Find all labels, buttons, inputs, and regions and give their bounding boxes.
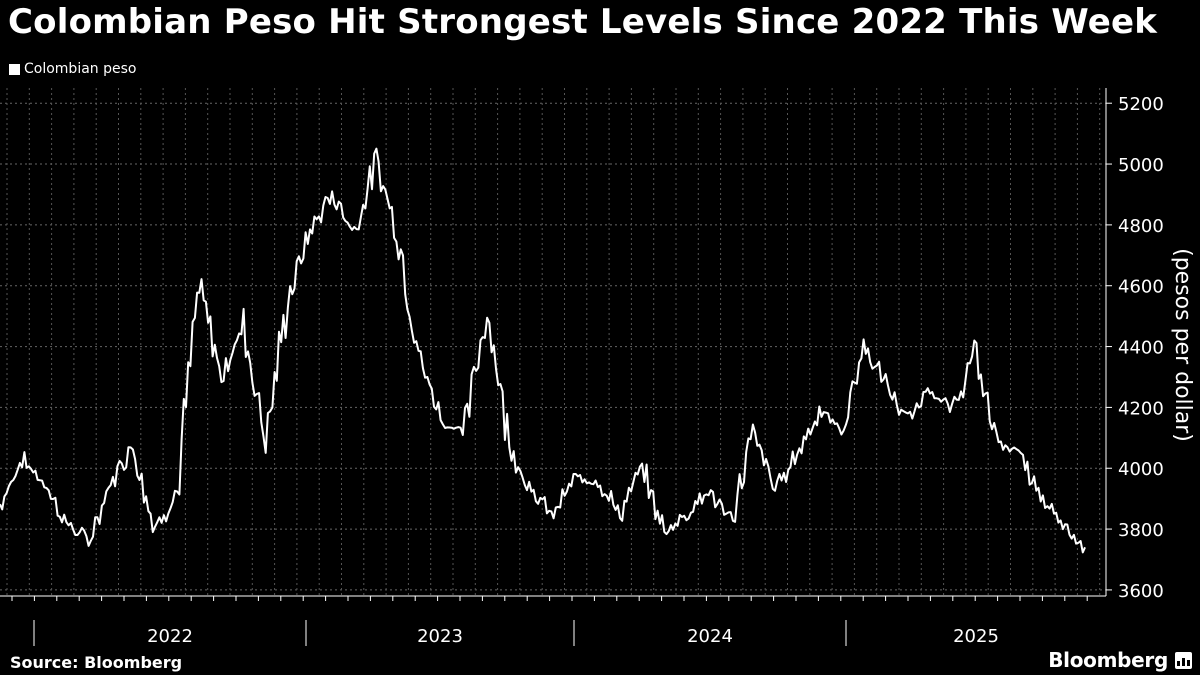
- y-tick-label: 3600: [1118, 581, 1164, 602]
- x-tick-label: 2025: [953, 626, 999, 647]
- y-tick-label: 5000: [1118, 155, 1164, 176]
- grid: [0, 88, 1106, 596]
- legend-swatch: [9, 63, 20, 75]
- brand-logo: Bloomberg: [1048, 648, 1168, 672]
- series-line-colombian-peso: [0, 147, 1086, 554]
- legend-label: Colombian peso: [24, 61, 137, 77]
- y-tick-label: 3800: [1118, 520, 1164, 541]
- y-tick-label: 4000: [1118, 459, 1164, 480]
- x-axis: 2022 2023 2024 2025: [0, 595, 1106, 647]
- plot-area: [0, 147, 1086, 554]
- brand-icon: [1175, 652, 1192, 669]
- y-tick-label: 5200: [1118, 94, 1164, 115]
- y-axis: 3600 3800 4000 4200 4400 4600 4800 5000 5200: [1105, 88, 1164, 602]
- source-note: Source: Bloomberg: [10, 653, 183, 672]
- y-tick-label: 4800: [1118, 216, 1164, 237]
- x-tick-label: 2022: [147, 626, 193, 647]
- x-tick-label: 2023: [417, 626, 463, 647]
- chart-title: Colombian Peso Hit Strongest Levels Sinc…: [8, 2, 1158, 42]
- y-tick-label: 4200: [1118, 398, 1164, 419]
- x-tick-label: 2024: [687, 626, 733, 647]
- y-tick-label: 4400: [1118, 338, 1164, 359]
- y-tick-label: 4600: [1118, 277, 1164, 298]
- y-axis-label: (pesos per dollar): [1170, 248, 1195, 442]
- legend: Colombian peso: [9, 61, 136, 77]
